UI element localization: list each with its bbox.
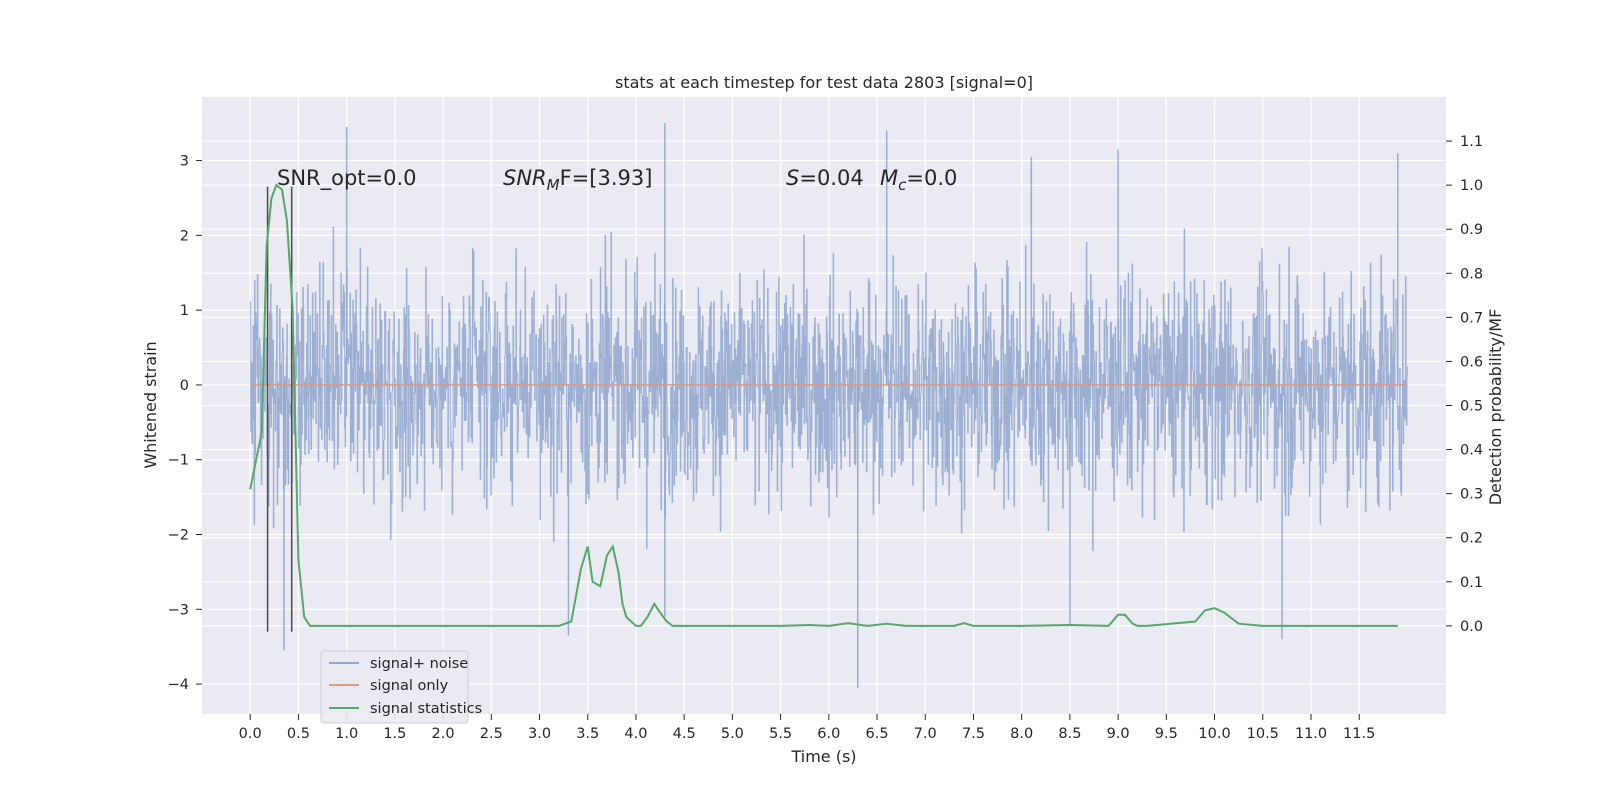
annotation-snr-opt: SNR_opt=0.0 xyxy=(277,166,417,191)
y-right-tick-label: 0.7 xyxy=(1460,310,1483,326)
annotation-s: S=0.04 xyxy=(786,166,864,190)
y-left-tick-label: 3 xyxy=(180,154,189,170)
annotation-mc-label: M xyxy=(880,166,898,190)
x-tick-label: 5.0 xyxy=(721,726,744,742)
y-right-axis-ticks: 1.1 1.0 0.9 0.8 0.7 0.6 0.5 0.4 0.3 0.2 0.1 0.0 xyxy=(1446,134,1483,635)
x-tick-label: 7.5 xyxy=(962,726,985,742)
y-left-tick-label: 1 xyxy=(180,303,189,319)
y-right-tick-label: 1.1 xyxy=(1460,134,1483,150)
annotation-s-label: S xyxy=(786,166,799,190)
x-tick-label: 6.0 xyxy=(817,726,840,742)
x-tick-label: 11.0 xyxy=(1295,726,1327,742)
legend-box xyxy=(320,650,469,724)
y-right-tick-label: 0.9 xyxy=(1460,222,1483,238)
chart-title: stats at each timestep for test data 280… xyxy=(615,73,1033,92)
x-tick-label: 9.0 xyxy=(1107,726,1130,742)
y-left-tick-label: −2 xyxy=(168,528,189,544)
x-tick-label: 11.5 xyxy=(1343,726,1375,742)
x-tick-label: 0.0 xyxy=(239,726,262,742)
y-right-tick-label: 0.0 xyxy=(1460,619,1483,635)
annotation-mc-sub: c xyxy=(898,176,907,194)
y-left-tick-label: −4 xyxy=(168,677,189,693)
x-axis-ticks: 0.0 0.5 1.0 1.5 2.0 2.5 3.0 3.5 4.0 4.5 5.0 5.5 6.0 6… xyxy=(239,714,1375,742)
x-tick-label: 2.5 xyxy=(480,726,503,742)
x-tick-label: 8.5 xyxy=(1058,726,1081,742)
x-tick-label: 3.5 xyxy=(576,726,599,742)
y-right-tick-label: 0.2 xyxy=(1460,531,1483,547)
y-left-tick-label: 2 xyxy=(180,228,189,244)
y-right-tick-label: 0.1 xyxy=(1460,575,1483,591)
y-right-tick-label: 0.6 xyxy=(1460,354,1483,370)
x-tick-label: 8.0 xyxy=(1010,726,1033,742)
y-left-tick-label: −3 xyxy=(168,602,189,618)
y-right-axis-label: Detection probability/MF xyxy=(1486,309,1505,506)
x-tick-label: 0.5 xyxy=(287,726,310,742)
y-left-tick-label: 0 xyxy=(180,378,189,394)
series-signal-plus-noise xyxy=(250,123,1408,688)
signal-statistics-line xyxy=(249,183,1398,627)
x-tick-label: 9.5 xyxy=(1155,726,1178,742)
annotation-mc: Mc=0.0 xyxy=(880,166,957,194)
y-right-tick-label: 1.0 xyxy=(1460,178,1483,194)
x-tick-label: 2.0 xyxy=(432,726,455,742)
x-tick-label: 10.0 xyxy=(1198,726,1230,742)
x-tick-label: 6.5 xyxy=(866,726,889,742)
y-left-tick-label: −1 xyxy=(168,453,189,469)
x-tick-label: 1.0 xyxy=(335,726,358,742)
annotation-snr-mf-main: SNR xyxy=(503,166,547,190)
annotation-snr-mf-sub: M xyxy=(547,176,560,194)
legend-label-signal-only: signal only xyxy=(370,678,449,694)
x-tick-label: 10.5 xyxy=(1247,726,1279,742)
y-right-tick-label: 0.5 xyxy=(1460,399,1483,415)
y-right-tick-label: 0.8 xyxy=(1460,266,1483,282)
annotation-snr-mf-rest: F=[3.93] xyxy=(560,166,653,190)
x-tick-label: 4.0 xyxy=(624,726,647,742)
x-tick-label: 3.0 xyxy=(528,726,551,742)
annotation-mc-value: =0.0 xyxy=(906,166,957,190)
marker-lines xyxy=(266,186,293,632)
x-axis-label: Time (s) xyxy=(790,747,856,766)
x-tick-label: 5.5 xyxy=(769,726,792,742)
annotation-s-value: =0.04 xyxy=(799,166,863,190)
y-left-axis-ticks: 3 2 1 0 −1 −2 −3 −4 xyxy=(168,154,202,693)
annotation-snr-mf: SNRMF=[3.93] xyxy=(503,166,652,194)
legend-label-signal-plus-noise: signal+ noise xyxy=(370,656,468,672)
x-tick-label: 1.5 xyxy=(383,726,406,742)
x-tick-label: 4.5 xyxy=(673,726,696,742)
y-right-tick-label: 0.3 xyxy=(1460,487,1483,503)
noise-trace xyxy=(250,226,1408,552)
series-signal-statistics xyxy=(249,183,1398,627)
x-tick-label: 7.0 xyxy=(914,726,937,742)
y-left-axis-label: Whitened strain xyxy=(141,341,160,468)
legend-label-signal-statistics: signal statistics xyxy=(370,701,482,717)
y-right-tick-label: 0.4 xyxy=(1460,443,1483,459)
legend: signal+ noise signal only signal statist… xyxy=(320,650,482,724)
